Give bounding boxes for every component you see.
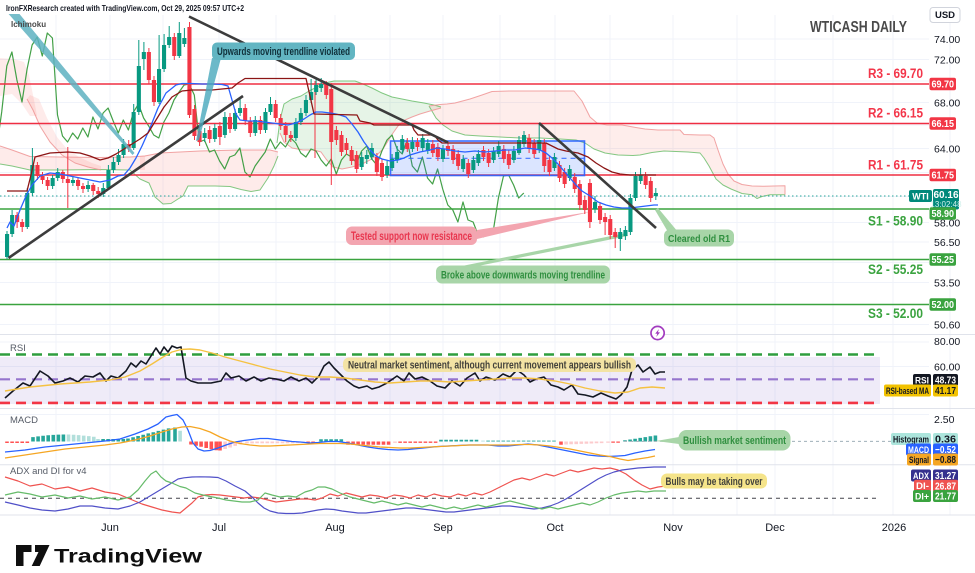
svg-text:S2 - 55.25: S2 - 55.25: [868, 262, 923, 277]
svg-text:R3 - 69.70: R3 - 69.70: [868, 66, 923, 81]
svg-text:Nov: Nov: [663, 522, 683, 534]
svg-text:64.00: 64.00: [934, 143, 960, 155]
svg-text:60.00: 60.00: [934, 361, 960, 373]
svg-text:48.73: 48.73: [935, 376, 956, 387]
svg-text:Broke above downwards moving t: Broke above downwards moving trendline: [441, 269, 605, 281]
svg-text:26.87: 26.87: [935, 481, 956, 492]
svg-text:41.17: 41.17: [935, 386, 956, 397]
svg-text:Dec: Dec: [765, 522, 785, 534]
svg-text:80.00: 80.00: [934, 336, 960, 348]
svg-text:S1 - 58.90: S1 - 58.90: [868, 214, 923, 229]
svg-text:52.00: 52.00: [932, 300, 955, 311]
svg-text:13:02:48: 13:02:48: [930, 200, 962, 209]
svg-text:56.50: 56.50: [934, 237, 960, 249]
svg-text:69.70: 69.70: [932, 80, 955, 91]
svg-text:Bulls may be taking over: Bulls may be taking over: [666, 476, 764, 488]
svg-text:R1 - 61.75: R1 - 61.75: [868, 158, 923, 173]
svg-text:60.16: 60.16: [933, 190, 958, 201]
svg-text:68.00: 68.00: [934, 97, 960, 109]
svg-text:R2 - 66.15: R2 - 66.15: [868, 106, 923, 121]
svg-text:31.27: 31.27: [935, 471, 956, 482]
svg-text:2026: 2026: [882, 522, 906, 534]
svg-text:TradingView: TradingView: [54, 547, 202, 568]
svg-text:50.60: 50.60: [934, 319, 960, 331]
svg-text:2.50: 2.50: [934, 414, 955, 426]
svg-text:Jul: Jul: [212, 522, 226, 534]
svg-text:USD: USD: [935, 10, 955, 21]
svg-text:Neutral market sentiment, alth: Neutral market sentiment, although curre…: [348, 360, 631, 372]
svg-text:DI+: DI+: [915, 491, 929, 502]
svg-text:Sep: Sep: [433, 522, 453, 534]
svg-text:RSI: RSI: [915, 375, 929, 386]
svg-text:Aug: Aug: [325, 522, 345, 534]
svg-text:66.15: 66.15: [932, 119, 955, 130]
svg-text:Bullish market sentiment: Bullish market sentiment: [683, 435, 786, 447]
svg-text:Histogram: Histogram: [893, 434, 929, 445]
svg-text:61.75: 61.75: [932, 171, 955, 182]
svg-text:58.00: 58.00: [934, 217, 960, 229]
svg-text:ADX and DI for v4: ADX and DI for v4: [10, 466, 87, 477]
svg-text:Tested support now resistance: Tested support now resistance: [351, 231, 472, 243]
svg-text:ADX: ADX: [913, 471, 930, 482]
svg-text:0.36: 0.36: [935, 435, 956, 446]
svg-text:RSI: RSI: [10, 343, 26, 354]
svg-text:Oct: Oct: [546, 522, 563, 534]
svg-text:DI-: DI-: [916, 481, 929, 492]
svg-text:S3 - 52.00: S3 - 52.00: [868, 306, 923, 321]
svg-text:−0.88: −0.88: [935, 455, 956, 466]
svg-text:MACD: MACD: [908, 445, 929, 456]
svg-text:55.25: 55.25: [932, 255, 955, 266]
svg-text:21.77: 21.77: [935, 492, 956, 503]
svg-text:WTI: WTI: [912, 191, 929, 201]
svg-text:74.00: 74.00: [934, 34, 960, 46]
svg-text:MACD: MACD: [10, 415, 38, 426]
svg-text:WTICASH DAILY: WTICASH DAILY: [810, 19, 908, 36]
svg-text:IronFXResearch created with Tr: IronFXResearch created with TradingView.…: [6, 3, 244, 13]
svg-text:−0.52: −0.52: [935, 445, 956, 456]
svg-text:58.90: 58.90: [932, 209, 955, 220]
svg-text:Ichimoku: Ichimoku: [11, 20, 46, 29]
svg-text:Cleared old R1: Cleared old R1: [668, 233, 730, 245]
svg-text:Jun: Jun: [101, 522, 119, 534]
svg-text:53.50: 53.50: [934, 277, 960, 289]
svg-text:72.00: 72.00: [934, 54, 960, 66]
svg-text:RSI-based MA: RSI-based MA: [886, 386, 929, 397]
svg-text:Upwards moving trendline viola: Upwards moving trendline violated: [217, 46, 350, 58]
svg-text:Signal: Signal: [909, 455, 929, 466]
